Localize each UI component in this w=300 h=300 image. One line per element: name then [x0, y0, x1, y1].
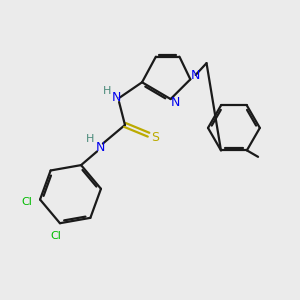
Text: N: N [191, 69, 200, 82]
Text: N: N [95, 141, 105, 154]
Text: Cl: Cl [50, 231, 61, 241]
Text: H: H [86, 134, 95, 144]
Text: N: N [112, 91, 121, 104]
Text: N: N [171, 96, 181, 109]
Text: H: H [103, 86, 111, 96]
Text: Cl: Cl [22, 197, 32, 207]
Text: S: S [151, 130, 159, 143]
